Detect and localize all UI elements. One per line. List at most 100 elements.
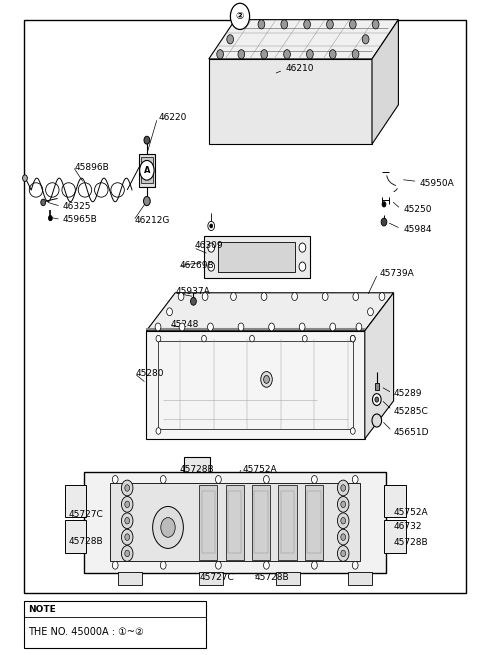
Bar [65, 520, 86, 553]
Polygon shape [146, 293, 394, 331]
Bar [281, 491, 294, 553]
Circle shape [155, 323, 161, 331]
Circle shape [307, 50, 313, 59]
Circle shape [121, 496, 133, 512]
Text: 45727C: 45727C [69, 510, 103, 519]
Circle shape [23, 175, 27, 181]
Bar [226, 485, 244, 560]
Circle shape [153, 506, 183, 548]
Circle shape [144, 196, 150, 206]
Circle shape [261, 293, 267, 301]
Circle shape [121, 513, 133, 529]
Text: 45984: 45984 [403, 225, 432, 234]
Circle shape [217, 50, 224, 59]
Circle shape [178, 293, 184, 301]
Circle shape [160, 476, 166, 483]
Circle shape [261, 371, 272, 387]
Circle shape [156, 335, 161, 342]
Text: 45728B: 45728B [254, 573, 289, 582]
Circle shape [121, 480, 133, 496]
Text: ②: ② [236, 11, 244, 22]
Circle shape [121, 546, 133, 561]
Circle shape [230, 293, 236, 301]
Bar [84, 472, 386, 573]
Bar [228, 491, 241, 553]
Circle shape [161, 517, 175, 537]
Circle shape [368, 308, 373, 316]
Circle shape [112, 476, 118, 483]
Circle shape [281, 20, 288, 29]
Circle shape [352, 476, 358, 483]
Text: 46309: 46309 [194, 241, 223, 250]
Bar [141, 157, 153, 183]
Circle shape [312, 561, 317, 569]
Circle shape [356, 323, 362, 331]
Circle shape [323, 293, 328, 301]
Circle shape [350, 335, 355, 342]
Circle shape [337, 529, 349, 545]
Circle shape [302, 335, 307, 342]
Text: 45285C: 45285C [394, 407, 428, 416]
Bar [118, 572, 142, 585]
Bar [375, 383, 379, 390]
Circle shape [381, 218, 387, 226]
Circle shape [326, 20, 333, 29]
Circle shape [230, 3, 250, 29]
Circle shape [48, 215, 52, 221]
Bar [276, 572, 300, 585]
Text: 45896B: 45896B [74, 162, 109, 172]
Circle shape [125, 534, 130, 540]
Circle shape [353, 293, 359, 301]
Circle shape [210, 224, 213, 228]
Polygon shape [146, 331, 365, 439]
Circle shape [349, 20, 356, 29]
Circle shape [341, 534, 346, 540]
Bar [305, 485, 323, 560]
Circle shape [264, 476, 269, 483]
Bar [110, 483, 360, 561]
Text: 46269B: 46269B [180, 261, 215, 271]
Text: 45248: 45248 [170, 320, 199, 329]
Circle shape [341, 550, 346, 557]
Circle shape [269, 323, 275, 331]
Circle shape [299, 262, 306, 271]
Bar [204, 236, 310, 278]
Circle shape [216, 476, 221, 483]
Text: 45950A: 45950A [420, 179, 455, 188]
Text: THE NO. 45000A : ①~②: THE NO. 45000A : ①~② [28, 627, 144, 637]
Circle shape [337, 480, 349, 496]
Circle shape [299, 243, 306, 252]
Circle shape [362, 35, 369, 44]
Circle shape [372, 20, 379, 29]
Text: 46210: 46210 [286, 64, 314, 73]
Circle shape [372, 414, 382, 427]
Circle shape [350, 335, 355, 342]
Text: 45728B: 45728B [394, 538, 428, 547]
Bar [218, 242, 295, 272]
Circle shape [202, 293, 208, 301]
Text: 45728B: 45728B [180, 465, 215, 474]
Text: 45250: 45250 [403, 205, 432, 214]
Circle shape [337, 496, 349, 512]
Bar [278, 485, 297, 560]
Circle shape [208, 221, 215, 231]
Bar [252, 485, 270, 560]
Circle shape [125, 501, 130, 508]
Text: 45937A: 45937A [175, 287, 210, 296]
Polygon shape [372, 20, 398, 144]
Circle shape [264, 561, 269, 569]
Circle shape [382, 202, 386, 207]
Bar [384, 520, 406, 553]
Text: 45289: 45289 [394, 388, 422, 398]
Circle shape [227, 35, 234, 44]
Text: 45752A: 45752A [394, 508, 428, 517]
Circle shape [341, 485, 346, 491]
Circle shape [330, 323, 336, 331]
Bar [307, 491, 321, 553]
Circle shape [284, 50, 290, 59]
Bar [65, 485, 86, 517]
Circle shape [304, 20, 311, 29]
Text: 45280: 45280 [135, 369, 164, 378]
Circle shape [144, 136, 150, 144]
Circle shape [292, 293, 298, 301]
